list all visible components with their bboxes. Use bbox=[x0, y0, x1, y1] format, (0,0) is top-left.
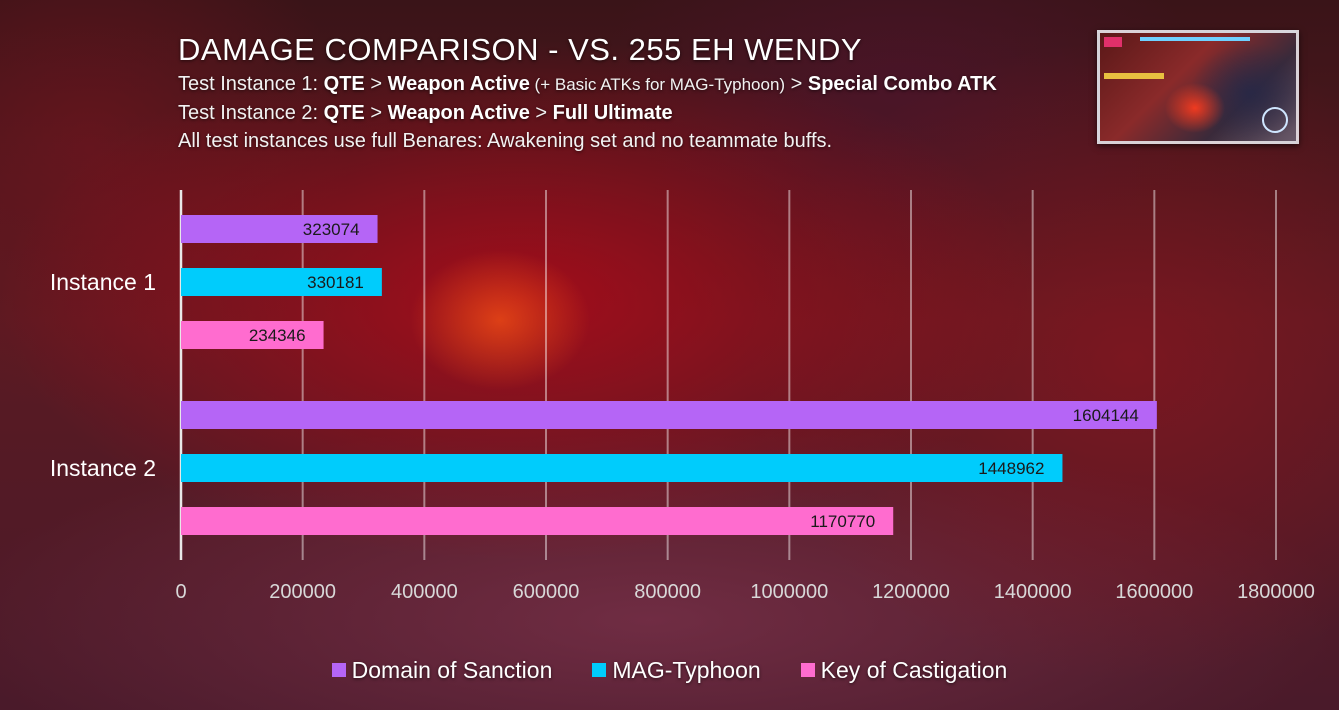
line2-step-full-ultimate: Full Ultimate bbox=[552, 102, 673, 124]
chart-title: DAMAGE COMPARISON - VS. 255 EH WENDY bbox=[178, 32, 863, 67]
bar-key-of-castigation-instance-1 bbox=[181, 321, 324, 349]
x-tick-label: 400000 bbox=[391, 581, 458, 603]
chart-header: DAMAGE COMPARISON - VS. 255 EH WENDY Tes… bbox=[178, 30, 997, 155]
line2-separator-1: > bbox=[364, 102, 388, 124]
line1-step-weapon-active: Weapon Active bbox=[387, 73, 530, 95]
data-label-mag-typhoon-instance-2: 1448962 bbox=[978, 459, 1044, 478]
line1-prefix: Test Instance 1: bbox=[178, 73, 324, 95]
line2-prefix: Test Instance 2: bbox=[178, 102, 324, 124]
thumbnail-hud-label bbox=[1104, 73, 1164, 79]
data-label-mag-typhoon-instance-1: 330181 bbox=[307, 273, 364, 292]
line1-step-qte: QTE bbox=[323, 73, 365, 95]
data-label-key-of-castigation-instance-1: 234346 bbox=[249, 326, 306, 345]
thumbnail-hud-button bbox=[1262, 107, 1288, 133]
legend-swatch-mag-typhoon bbox=[592, 663, 607, 677]
x-tick-label: 1400000 bbox=[994, 581, 1072, 603]
x-tick-label: 200000 bbox=[269, 581, 336, 603]
y-category-label-instance-2: Instance 2 bbox=[50, 455, 156, 481]
legend-label-domain-of-sanction: Domain of Sanction bbox=[351, 656, 553, 683]
line2-step-weapon-active: Weapon Active bbox=[387, 102, 530, 124]
x-tick-label: 1200000 bbox=[872, 581, 950, 603]
x-tick-label: 600000 bbox=[513, 581, 580, 603]
line1-separator-1: > bbox=[364, 73, 388, 95]
data-label-key-of-castigation-instance-2: 1170770 bbox=[810, 512, 875, 531]
gameplay-screenshot-thumbnail bbox=[1097, 30, 1299, 144]
subtitle-line-3: All test instances use full Benares: Awa… bbox=[178, 130, 833, 152]
legend-label-mag-typhoon: MAG-Typhoon bbox=[612, 656, 761, 683]
subtitle-line-1: Test Instance 1: QTE > Weapon Active (+ … bbox=[178, 70, 997, 99]
subtitle-line-2: Test Instance 2: QTE > Weapon Active > F… bbox=[178, 99, 997, 127]
x-tick-label: 1000000 bbox=[750, 581, 828, 603]
line2-step-qte: QTE bbox=[323, 102, 365, 124]
y-category-label-instance-1: Instance 1 bbox=[50, 269, 156, 295]
data-label-domain-of-sanction-instance-1: 323074 bbox=[303, 220, 360, 239]
chart-legend: Domain of Sanction MAG-Typhoon Key of Ca… bbox=[0, 652, 1339, 688]
line2-separator-2: > bbox=[529, 102, 553, 124]
thumbnail-hud-badge bbox=[1104, 37, 1122, 47]
legend-swatch-domain-of-sanction bbox=[331, 663, 346, 677]
legend-item-key-of-castigation: Key of Castigation bbox=[800, 656, 1008, 684]
line1-note: (+ Basic ATKs for MAG-Typhoon) bbox=[529, 75, 786, 94]
legend-item-domain-of-sanction: Domain of Sanction bbox=[331, 656, 553, 684]
legend-label-key-of-castigation: Key of Castigation bbox=[820, 656, 1008, 683]
bar-key-of-castigation-instance-2 bbox=[181, 507, 894, 535]
x-tick-label: 800000 bbox=[634, 581, 701, 603]
bar-mag-typhoon-instance-2 bbox=[181, 454, 1063, 482]
legend-item-mag-typhoon: MAG-Typhoon bbox=[592, 656, 761, 684]
thumbnail-hud-bar bbox=[1140, 37, 1250, 41]
x-tick-label: 1600000 bbox=[1115, 581, 1193, 603]
line1-step-special-combo: Special Combo ATK bbox=[807, 73, 997, 95]
legend-swatch-key-of-castigation bbox=[800, 663, 815, 677]
x-tick-label: 0 bbox=[175, 581, 186, 603]
line1-separator-2: > bbox=[785, 73, 808, 95]
x-tick-label: 1800000 bbox=[1237, 581, 1315, 603]
bar-domain-of-sanction-instance-2 bbox=[181, 401, 1157, 429]
bar-mag-typhoon-instance-1 bbox=[181, 268, 382, 296]
bar-domain-of-sanction-instance-1 bbox=[181, 215, 378, 243]
data-label-domain-of-sanction-instance-2: 1604144 bbox=[1073, 406, 1139, 425]
